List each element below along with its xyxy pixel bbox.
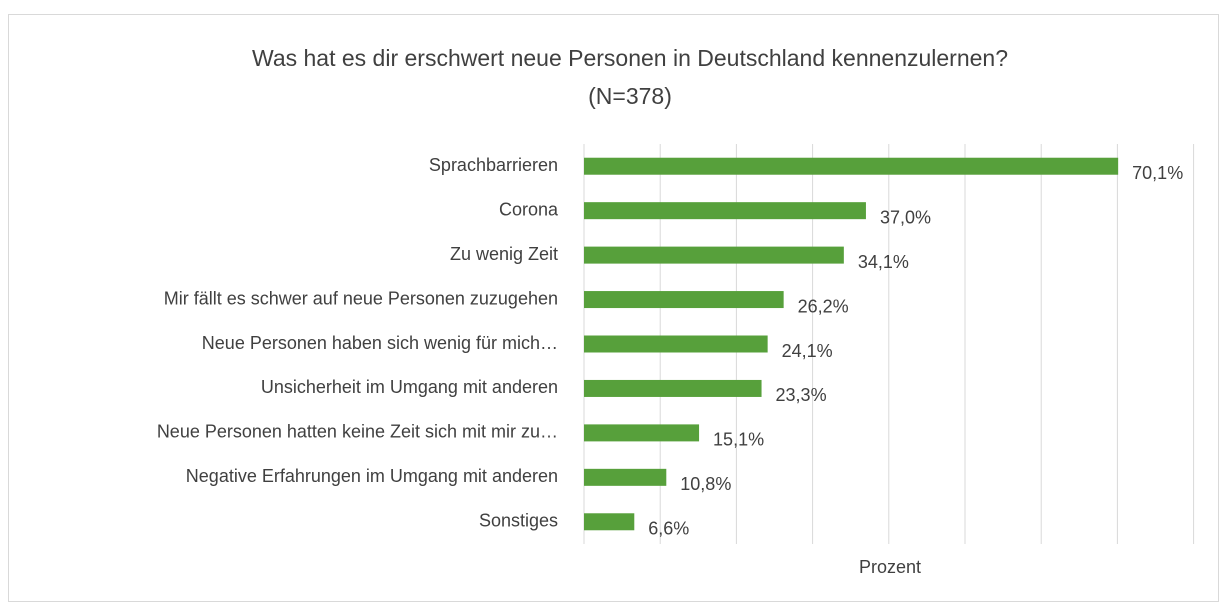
y-tick-label: Sprachbarrieren bbox=[429, 155, 558, 175]
y-tick-label: Zu wenig Zeit bbox=[450, 244, 558, 264]
value-label: 26,2% bbox=[798, 296, 849, 316]
y-tick-label: Mir fällt es schwer auf neue Personen zu… bbox=[164, 288, 558, 308]
bar bbox=[584, 379, 762, 397]
y-tick-label: Unsicherheit im Umgang mit anderen bbox=[261, 377, 558, 397]
y-tick-label: Neue Personen hatten keine Zeit sich mit… bbox=[157, 422, 558, 442]
value-label: 70,1% bbox=[1132, 163, 1183, 183]
value-label: 15,1% bbox=[713, 430, 764, 450]
bar bbox=[584, 424, 700, 442]
value-label: 23,3% bbox=[776, 385, 827, 405]
chart-title: Was hat es dir erschwert neue Personen i… bbox=[252, 45, 1008, 71]
bar bbox=[584, 468, 667, 486]
value-label: 34,1% bbox=[858, 252, 909, 272]
bar bbox=[584, 335, 768, 353]
y-tick-label: Sonstiges bbox=[479, 511, 558, 531]
bar bbox=[584, 157, 1119, 175]
value-label: 10,8% bbox=[680, 474, 731, 494]
y-tick-label: Corona bbox=[499, 199, 559, 219]
bar bbox=[584, 202, 866, 220]
bar bbox=[584, 291, 784, 309]
bar bbox=[584, 246, 844, 264]
y-tick-label: Negative Erfahrungen im Umgang mit ander… bbox=[186, 466, 558, 486]
y-tick-label: Neue Personen haben sich wenig für mich… bbox=[202, 333, 558, 353]
value-label: 6,6% bbox=[648, 519, 689, 539]
x-axis-title: Prozent bbox=[859, 557, 921, 577]
value-label: 37,0% bbox=[880, 207, 931, 227]
chart-subtitle: (N=378) bbox=[588, 83, 672, 109]
bar bbox=[584, 513, 635, 531]
value-label: 24,1% bbox=[782, 341, 833, 361]
